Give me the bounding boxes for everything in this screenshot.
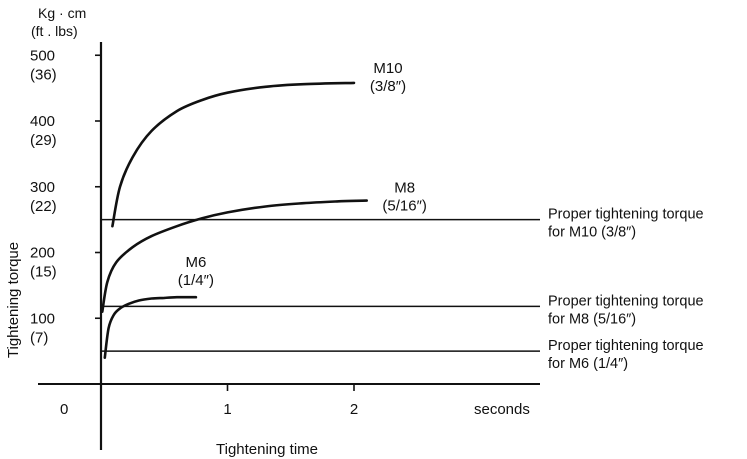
x-origin-label: 0 <box>60 401 68 418</box>
y-tick-label: 500 <box>30 47 55 64</box>
x-tick-label: 1 <box>223 401 231 418</box>
series-size-label: (5/16″) <box>382 198 427 215</box>
x-axis-title: Tightening time <box>216 441 318 458</box>
y-unit-sublabel: (ft . lbs) <box>31 23 78 39</box>
reference-lines <box>101 218 540 352</box>
series-m10-curve <box>111 81 356 228</box>
y-tick-sublabel: (36) <box>30 66 57 83</box>
reference-label: Proper tightening torque <box>548 207 704 223</box>
reference-label: for M6 (1/4″) <box>548 356 628 372</box>
x-unit-label: seconds <box>474 401 530 418</box>
series-size-label: (1/4″) <box>178 272 214 289</box>
series-name-label: M10 <box>373 60 402 77</box>
series-size-label: (3/8″) <box>370 78 406 95</box>
series-curves <box>101 81 368 359</box>
y-tick-label: 400 <box>30 113 55 130</box>
y-tick-sublabel: (15) <box>30 264 57 281</box>
reference-label: Proper tightening torque <box>548 293 704 309</box>
series-m6-curve <box>103 295 198 359</box>
reference-label: for M10 (3/8″) <box>548 225 636 241</box>
y-tick-label: 200 <box>30 245 55 262</box>
y-tick-sublabel: (7) <box>30 329 48 346</box>
y-tick-sublabel: (22) <box>30 198 57 215</box>
reference-label: for M8 (5/16″) <box>548 311 636 327</box>
y-axis-title: Tightening torque <box>5 242 22 358</box>
series-m8-curve <box>101 199 368 313</box>
y-tick-sublabel: (29) <box>30 132 57 149</box>
series-name-label: M8 <box>394 180 415 197</box>
y-tick-label: 100 <box>30 310 55 327</box>
axes <box>38 42 540 450</box>
labels: 100 (7) 200 (15) 300 (22) 400 (29) 500 (36) 1 2 0 sec… <box>5 5 704 458</box>
reference-label: Proper tightening torque <box>548 338 704 354</box>
series-name-label: M6 <box>185 254 206 271</box>
y-unit-label: Kg · cm <box>38 5 86 21</box>
x-tick-label: 2 <box>350 401 358 418</box>
y-tick-label: 300 <box>30 179 55 196</box>
